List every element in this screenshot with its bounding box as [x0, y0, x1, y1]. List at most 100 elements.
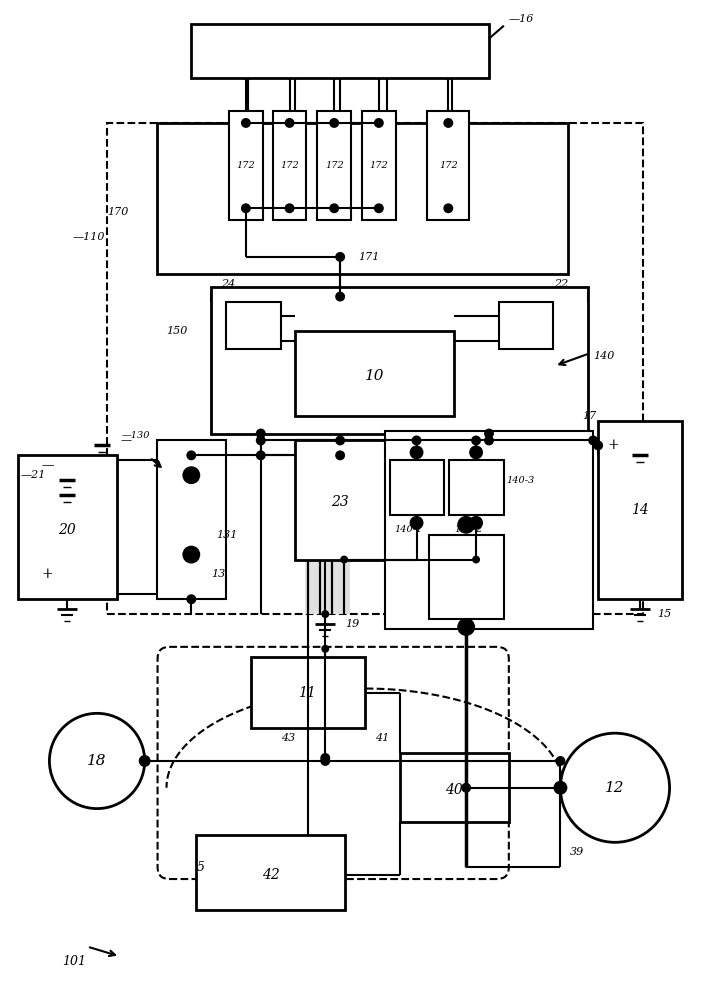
Text: 172: 172 [369, 161, 388, 170]
Text: 40: 40 [445, 783, 463, 797]
Text: 172: 172 [325, 161, 343, 170]
Text: 140: 140 [593, 351, 614, 361]
Circle shape [588, 436, 598, 445]
Bar [295, 440, 385, 560]
Circle shape [457, 618, 475, 636]
Circle shape [186, 594, 196, 604]
Circle shape [340, 556, 348, 564]
Circle shape [556, 756, 566, 766]
Bar [229, 111, 262, 220]
Circle shape [484, 436, 494, 445]
Circle shape [49, 713, 145, 809]
Circle shape [335, 252, 345, 262]
Circle shape [409, 516, 424, 530]
Text: 24: 24 [221, 279, 235, 289]
Bar [226, 302, 280, 349]
Text: —16: —16 [509, 14, 534, 24]
Text: 39: 39 [570, 847, 584, 857]
Circle shape [374, 118, 384, 128]
Circle shape [182, 546, 200, 564]
Circle shape [469, 516, 483, 530]
Text: 22: 22 [554, 279, 569, 289]
Bar [362, 111, 396, 220]
Text: —130: —130 [121, 431, 150, 440]
Circle shape [443, 118, 453, 128]
Bar [156, 123, 569, 274]
Circle shape [321, 610, 329, 618]
Circle shape [472, 556, 480, 564]
Circle shape [329, 203, 339, 213]
Bar [399, 753, 509, 822]
Text: —: — [41, 459, 54, 472]
Text: 23: 23 [331, 495, 349, 509]
Text: 10: 10 [365, 369, 384, 383]
Text: +: + [607, 438, 619, 452]
Bar [156, 440, 226, 599]
Text: 172: 172 [280, 161, 299, 170]
Text: 5: 5 [196, 861, 204, 874]
Circle shape [329, 118, 339, 128]
Bar [295, 331, 455, 416]
Bar [251, 657, 365, 728]
Circle shape [256, 436, 266, 445]
Text: 43: 43 [281, 733, 295, 743]
Circle shape [374, 203, 384, 213]
Bar [18, 455, 117, 599]
Text: 140-3: 140-3 [506, 476, 534, 485]
Text: 150: 150 [166, 326, 188, 336]
Circle shape [443, 203, 453, 213]
Circle shape [285, 203, 295, 213]
Text: 15: 15 [657, 609, 672, 619]
Bar [196, 835, 345, 910]
Circle shape [256, 429, 266, 438]
Bar [499, 302, 554, 349]
Bar [390, 460, 445, 515]
Circle shape [484, 429, 494, 438]
Text: 12: 12 [605, 781, 625, 795]
Text: 170: 170 [107, 207, 128, 217]
Text: 171: 171 [358, 252, 379, 262]
Text: —21: —21 [21, 470, 46, 480]
Bar [429, 535, 504, 619]
Circle shape [241, 118, 251, 128]
Circle shape [335, 292, 345, 302]
Text: 20: 20 [58, 523, 76, 537]
Text: 140-2: 140-2 [455, 525, 483, 534]
Circle shape [461, 783, 471, 793]
Text: 17: 17 [582, 411, 596, 421]
Bar [450, 460, 504, 515]
Text: —: — [120, 435, 132, 445]
Text: 13: 13 [211, 569, 225, 579]
Circle shape [471, 436, 481, 445]
Bar [318, 111, 351, 220]
Circle shape [138, 755, 151, 767]
Circle shape [561, 733, 670, 842]
Text: 140-1: 140-1 [395, 525, 423, 534]
Circle shape [320, 753, 331, 763]
Circle shape [335, 436, 345, 445]
Circle shape [320, 756, 331, 766]
Bar [598, 421, 683, 599]
Bar [305, 560, 350, 614]
Circle shape [256, 450, 266, 460]
Text: 19: 19 [345, 619, 359, 629]
Text: 14: 14 [631, 503, 649, 517]
Circle shape [409, 445, 424, 459]
Circle shape [412, 436, 422, 445]
Bar [211, 287, 588, 434]
Circle shape [457, 516, 475, 534]
Text: 11: 11 [298, 686, 316, 700]
Bar [107, 123, 642, 614]
Bar [385, 431, 593, 629]
Bar [191, 24, 489, 78]
Text: +: + [42, 567, 53, 581]
Circle shape [469, 445, 483, 459]
Circle shape [182, 466, 200, 484]
Bar [272, 111, 306, 220]
Text: 41: 41 [376, 733, 390, 743]
Circle shape [241, 203, 251, 213]
Circle shape [554, 781, 567, 795]
Text: 18: 18 [87, 754, 107, 768]
Circle shape [593, 440, 603, 450]
Circle shape [285, 118, 295, 128]
